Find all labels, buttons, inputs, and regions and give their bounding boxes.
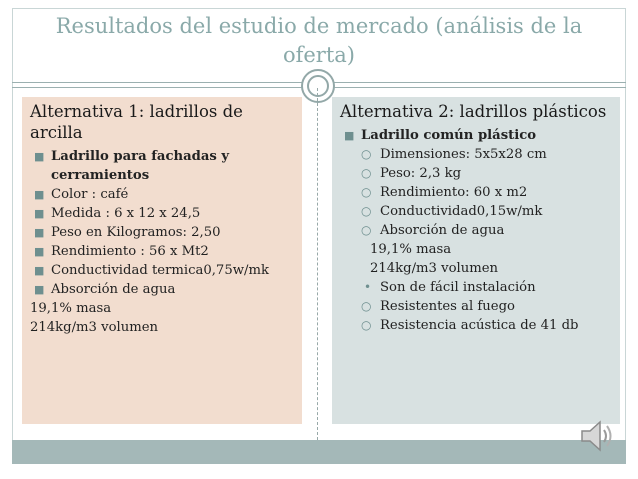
square-bullet-icon: ■ bbox=[34, 283, 45, 296]
left-item: ■ Medida : 6 x 12 x 24,5 bbox=[30, 204, 294, 223]
left-item: ■ Conductividad termica0,75w/mk bbox=[30, 261, 294, 280]
right-sub-item: ○ Peso: 2,3 kg bbox=[340, 164, 612, 183]
right-sub-item-text: Rendimiento: 60 x m2 bbox=[380, 185, 528, 200]
right-sub-item: ○ Dimensiones: 5x5x28 cm bbox=[340, 145, 612, 164]
hollow-bullet-icon: ○ bbox=[361, 185, 372, 199]
right-sub-item: ○ Absorción de agua bbox=[340, 221, 612, 240]
column-divider bbox=[317, 88, 318, 440]
left-item: ■ Rendimiento : 56 x Mt2 bbox=[30, 242, 294, 261]
left-item-text: Color : café bbox=[51, 187, 129, 202]
square-bullet-icon: ■ bbox=[34, 264, 45, 277]
left-item: ■ Color : café bbox=[30, 185, 294, 204]
left-item-text: Ladrillo para fachadas y cerramientos bbox=[51, 149, 230, 183]
decorative-circle-inner bbox=[307, 75, 329, 97]
hollow-bullet-icon: ○ bbox=[361, 223, 372, 237]
square-bullet-icon: ■ bbox=[34, 245, 45, 258]
left-item-text: Peso en Kilogramos: 2,50 bbox=[51, 225, 221, 240]
slide-title: Resultados del estudio de mercado (análi… bbox=[55, 14, 583, 67]
square-bullet-icon: ■ bbox=[34, 188, 45, 201]
right-tail-item-text: Resistentes al fuego bbox=[380, 299, 515, 314]
right-sub-item-text: Conductividad0,15w/mk bbox=[380, 204, 543, 219]
right-tail-item: ○ Resistencia acústica de 41 db bbox=[340, 316, 612, 335]
square-bullet-icon: ■ bbox=[34, 150, 45, 163]
right-sub-item: ○ Conductividad0,15w/mk bbox=[340, 202, 612, 221]
right-tail-item: ○ Resistentes al fuego bbox=[340, 297, 612, 316]
right-sub-item: ○ Rendimiento: 60 x m2 bbox=[340, 183, 612, 202]
right-tail-item-text: Resistencia acústica de 41 db bbox=[380, 318, 579, 333]
left-heading: Alternativa 1: ladrillos de arcilla bbox=[30, 102, 243, 142]
left-list: ■ Ladrillo para fachadas y cerramientos ■… bbox=[30, 147, 294, 337]
footer-bar bbox=[12, 440, 626, 464]
left-item: ■ Ladrillo para fachadas y cerramientos bbox=[30, 147, 294, 185]
decorative-circle bbox=[301, 69, 335, 103]
right-extra: 19,1% masa bbox=[370, 242, 452, 257]
left-item-text: Rendimiento : 56 x Mt2 bbox=[51, 244, 209, 259]
left-panel: Alternativa 1: ladrillos de arcilla ■ Lad… bbox=[22, 97, 302, 424]
left-item: ■ Absorción de agua bbox=[30, 280, 294, 299]
square-bullet-icon: ■ bbox=[34, 226, 45, 239]
right-sub-item-text: Absorción de agua bbox=[380, 223, 505, 238]
right-sub-item-text: Dimensiones: 5x5x28 cm bbox=[380, 147, 547, 162]
left-item: ■ Peso en Kilogramos: 2,50 bbox=[30, 223, 294, 242]
square-bullet-icon: ■ bbox=[34, 207, 45, 220]
hollow-bullet-icon: ○ bbox=[361, 147, 372, 161]
right-dot-item: • Son de fácil instalación bbox=[340, 278, 612, 297]
right-dot-item-text: Son de fácil instalación bbox=[380, 280, 536, 295]
right-main-item-text: Ladrillo común plástico bbox=[361, 128, 537, 143]
square-bullet-icon: ■ bbox=[344, 129, 355, 142]
right-list: ■ Ladrillo común plástico ○ Dimensiones: 5… bbox=[340, 126, 612, 335]
hollow-bullet-icon: ○ bbox=[361, 204, 372, 218]
speaker-icon[interactable] bbox=[576, 416, 616, 456]
left-extra: 214kg/m3 volumen bbox=[30, 320, 159, 335]
title-area: Resultados del estudio de mercado (análi… bbox=[12, 8, 626, 84]
right-main-item: ■ Ladrillo común plástico bbox=[340, 126, 612, 145]
left-extra: 19,1% masa bbox=[30, 301, 112, 316]
right-sub-item-text: Peso: 2,3 kg bbox=[380, 166, 462, 181]
right-extra: 214kg/m3 volumen bbox=[370, 261, 499, 276]
hollow-bullet-icon: ○ bbox=[361, 318, 372, 332]
left-item-text: Medida : 6 x 12 x 24,5 bbox=[51, 206, 201, 221]
right-panel: Alternativa 2: ladrillos plásticos ■ Ladr… bbox=[332, 97, 620, 424]
right-heading: Alternativa 2: ladrillos plásticos bbox=[340, 102, 607, 121]
hollow-bullet-icon: ○ bbox=[361, 166, 372, 180]
left-item-text: Absorción de agua bbox=[51, 282, 176, 297]
hollow-bullet-icon: ○ bbox=[361, 299, 372, 313]
dot-bullet-icon: • bbox=[364, 280, 372, 294]
left-item-text: Conductividad termica0,75w/mk bbox=[51, 263, 269, 278]
